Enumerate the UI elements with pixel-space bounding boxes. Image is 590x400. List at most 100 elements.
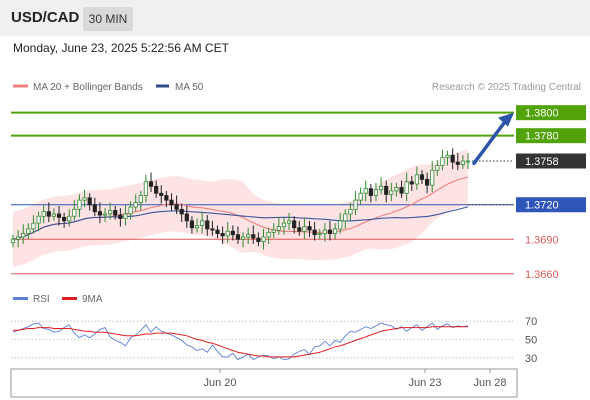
- candle-body: [389, 190, 394, 195]
- candle-body: [179, 208, 184, 215]
- candle-body: [92, 204, 97, 213]
- level-tag-1.3720: [516, 197, 586, 213]
- legend-ma20-label: MA 20 + Bollinger Bands: [33, 82, 143, 93]
- candle-body: [10, 238, 16, 244]
- rsi-series-0: [12, 322, 469, 361]
- header-bar: USD/CAD 30 MIN: [0, 0, 590, 36]
- candle-body: [404, 181, 409, 194]
- candle-body: [440, 157, 445, 167]
- level-label-1.3758: 1.3758: [525, 156, 559, 168]
- candle-body: [230, 230, 235, 236]
- candle-body: [220, 233, 225, 237]
- candle-body: [455, 161, 460, 165]
- candle-body: [97, 211, 103, 216]
- credit-label: Research © 2025 Trading Central: [432, 82, 581, 93]
- candle-body: [297, 227, 302, 232]
- candle-body: [26, 228, 31, 234]
- candle-body: [82, 197, 87, 201]
- candle-body: [108, 210, 113, 215]
- candle-body: [266, 231, 271, 238]
- x-tick-label: Jun 20: [203, 377, 236, 389]
- candle-body: [215, 229, 220, 234]
- legend-9ma-swatch: [62, 297, 77, 300]
- legend-rsi-label: RSI: [33, 294, 50, 305]
- candle-body: [450, 154, 455, 163]
- candle-body: [286, 220, 292, 224]
- candle-body: [148, 181, 154, 187]
- candle-body: [394, 187, 399, 192]
- candle-body: [430, 169, 435, 186]
- candle-body: [307, 226, 312, 231]
- candle-body: [414, 174, 419, 185]
- candle-body: [184, 213, 189, 222]
- candle-body: [332, 228, 338, 234]
- rsi-tick-label: 50: [525, 335, 537, 347]
- datetime-label: Monday, June 23, 2025 5:22:56 AM CET: [13, 41, 229, 55]
- candle-body: [256, 237, 261, 242]
- candle-body: [138, 195, 143, 203]
- candle-body: [353, 199, 358, 210]
- level-tag-1.3758: [516, 153, 586, 169]
- candle-body: [271, 229, 276, 233]
- time-axis: [10, 368, 518, 398]
- candle-body: [87, 197, 92, 206]
- legend-ma20-swatch: [13, 84, 28, 88]
- candle-body: [246, 234, 251, 238]
- legend-rsi-swatch: [13, 297, 28, 300]
- candle-body: [159, 192, 164, 196]
- candle-body: [164, 195, 169, 201]
- candle-body: [384, 185, 389, 195]
- candle-body: [77, 199, 82, 210]
- rsi-series-1: [13, 326, 468, 358]
- candle-body: [399, 187, 404, 194]
- bollinger-band-area: [13, 149, 468, 267]
- candle-body: [460, 160, 465, 165]
- candle-body: [174, 204, 179, 210]
- legend-9ma-label: 9MA: [82, 294, 103, 305]
- candle-body: [465, 160, 471, 163]
- candle-body: [205, 220, 210, 230]
- candle-body: [235, 234, 241, 240]
- candle-body: [200, 220, 205, 226]
- candle-body: [338, 220, 343, 230]
- candle-body: [281, 222, 287, 228]
- candle-body: [435, 165, 440, 171]
- x-tick-label: Jun 28: [473, 377, 506, 389]
- candle-body: [72, 208, 77, 217]
- rsi-tick-label: 70: [525, 316, 537, 328]
- rsi-tick-label: 30: [525, 353, 537, 365]
- timeframe-button[interactable]: 30 MIN: [83, 7, 133, 31]
- candle-body: [67, 215, 72, 222]
- candle-body: [261, 236, 266, 242]
- level-label-1.3660: 1.3660: [525, 269, 559, 281]
- candle-body: [373, 189, 379, 196]
- candle-body: [363, 188, 368, 194]
- level-label-1.3780: 1.3780: [525, 131, 559, 143]
- candle-body: [51, 213, 56, 217]
- candle-body: [56, 213, 62, 218]
- candle-body: [36, 215, 41, 224]
- level-tag-1.3800: [516, 105, 586, 121]
- ma50-line: [12, 206, 469, 240]
- candle-body: [169, 199, 174, 206]
- candle-body: [368, 188, 373, 196]
- candle-body: [225, 230, 230, 237]
- candle-body: [276, 226, 281, 231]
- candle-body: [102, 213, 108, 216]
- candle-body: [143, 181, 149, 196]
- candle-body: [123, 213, 128, 219]
- candle-body: [322, 229, 327, 234]
- candle-body: [419, 174, 425, 180]
- candle-body: [348, 208, 353, 215]
- candle-body: [154, 185, 159, 194]
- level-label-1.3690: 1.3690: [525, 234, 559, 246]
- candle-body: [113, 210, 118, 216]
- candle-body: [62, 216, 67, 222]
- candle-body: [378, 185, 384, 191]
- level-tag-1.3780: [516, 128, 586, 144]
- candle-body: [240, 236, 246, 240]
- candle-body: [312, 229, 317, 236]
- legend-ma50-swatch: [156, 84, 169, 88]
- candle-body: [292, 220, 297, 229]
